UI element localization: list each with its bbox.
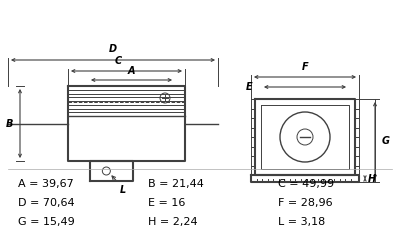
Text: C: C [115,56,122,66]
Text: H = 2,24: H = 2,24 [148,217,198,227]
Text: A: A [128,66,135,76]
Text: E = 16: E = 16 [148,198,185,208]
Text: B: B [6,119,13,128]
Text: F = 28,96: F = 28,96 [278,198,333,208]
Text: D: D [109,44,117,54]
Text: L = 3,18: L = 3,18 [278,217,325,227]
Text: H: H [368,174,376,184]
Text: G: G [382,135,390,145]
Text: G = 15,49: G = 15,49 [18,217,75,227]
Text: C = 49,99: C = 49,99 [278,179,334,189]
Text: D = 70,64: D = 70,64 [18,198,75,208]
Text: B = 21,44: B = 21,44 [148,179,204,189]
Text: F: F [302,62,308,72]
Text: A = 39,67: A = 39,67 [18,179,74,189]
Text: E: E [245,82,252,92]
Text: L: L [119,185,126,195]
